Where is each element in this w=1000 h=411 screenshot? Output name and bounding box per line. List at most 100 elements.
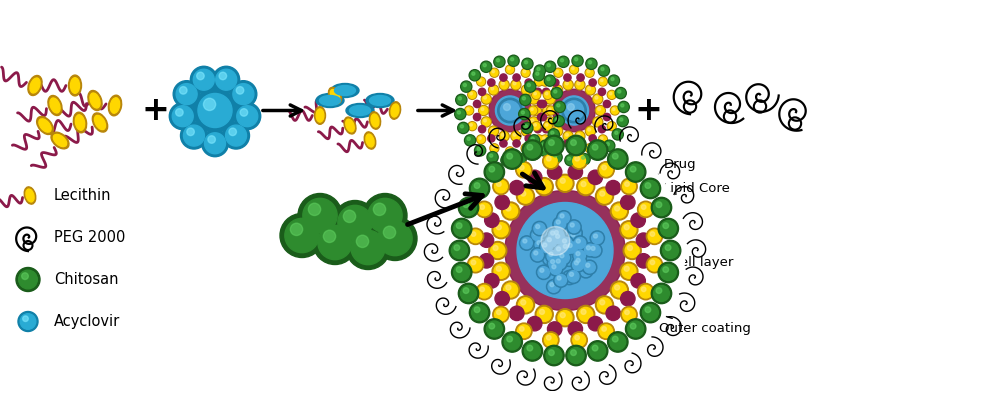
- Circle shape: [546, 106, 555, 115]
- Circle shape: [290, 223, 303, 236]
- Circle shape: [351, 230, 385, 265]
- Circle shape: [543, 243, 547, 247]
- Circle shape: [576, 259, 580, 262]
- Circle shape: [490, 68, 499, 77]
- Circle shape: [544, 235, 558, 249]
- Circle shape: [494, 264, 508, 278]
- Circle shape: [491, 128, 494, 131]
- Circle shape: [584, 262, 595, 273]
- Circle shape: [599, 136, 606, 143]
- Circle shape: [457, 95, 466, 104]
- Circle shape: [521, 300, 526, 305]
- Circle shape: [488, 135, 495, 142]
- Circle shape: [665, 245, 671, 250]
- Circle shape: [588, 316, 603, 331]
- Circle shape: [469, 302, 490, 323]
- Circle shape: [521, 191, 526, 196]
- Circle shape: [656, 202, 662, 208]
- Circle shape: [617, 115, 628, 127]
- Circle shape: [569, 227, 581, 238]
- Circle shape: [534, 238, 548, 252]
- Circle shape: [534, 77, 543, 86]
- Circle shape: [502, 202, 520, 220]
- Circle shape: [566, 156, 575, 164]
- Circle shape: [469, 69, 480, 81]
- Circle shape: [508, 67, 510, 69]
- Circle shape: [534, 231, 538, 235]
- Circle shape: [546, 236, 557, 247]
- Circle shape: [527, 316, 542, 331]
- Circle shape: [577, 305, 595, 323]
- Circle shape: [597, 189, 612, 203]
- Circle shape: [323, 230, 336, 242]
- Circle shape: [630, 323, 636, 329]
- Circle shape: [518, 189, 533, 203]
- Circle shape: [576, 239, 580, 243]
- Circle shape: [547, 251, 558, 262]
- Circle shape: [646, 228, 663, 245]
- Circle shape: [577, 140, 584, 147]
- Circle shape: [571, 233, 575, 237]
- Circle shape: [547, 228, 562, 242]
- Circle shape: [488, 79, 495, 86]
- Circle shape: [589, 135, 596, 142]
- Ellipse shape: [90, 93, 100, 108]
- Circle shape: [574, 250, 585, 261]
- Text: Shell layer: Shell layer: [642, 256, 734, 269]
- Circle shape: [540, 268, 544, 272]
- Circle shape: [476, 284, 492, 300]
- Circle shape: [478, 203, 491, 216]
- Circle shape: [585, 126, 595, 136]
- Circle shape: [651, 197, 672, 218]
- Circle shape: [586, 127, 594, 135]
- Circle shape: [574, 261, 578, 265]
- Circle shape: [616, 89, 625, 97]
- Circle shape: [545, 230, 556, 241]
- Circle shape: [550, 283, 554, 286]
- Circle shape: [603, 113, 611, 121]
- Circle shape: [508, 55, 519, 67]
- Circle shape: [541, 141, 550, 150]
- Circle shape: [592, 345, 598, 351]
- Circle shape: [543, 332, 559, 348]
- Circle shape: [583, 242, 597, 257]
- Circle shape: [547, 64, 550, 67]
- Circle shape: [595, 151, 598, 154]
- Circle shape: [548, 129, 559, 140]
- Circle shape: [571, 229, 575, 233]
- Circle shape: [489, 126, 499, 136]
- Circle shape: [540, 146, 549, 155]
- Circle shape: [465, 135, 476, 146]
- Circle shape: [458, 283, 479, 304]
- Circle shape: [495, 195, 509, 210]
- Circle shape: [512, 81, 520, 89]
- Circle shape: [576, 81, 584, 89]
- Circle shape: [513, 133, 516, 136]
- Circle shape: [563, 131, 573, 141]
- Circle shape: [625, 319, 646, 339]
- Circle shape: [559, 58, 568, 66]
- Circle shape: [571, 140, 576, 145]
- Circle shape: [489, 242, 507, 259]
- Circle shape: [519, 236, 534, 250]
- Circle shape: [598, 88, 606, 95]
- Circle shape: [522, 140, 543, 160]
- Circle shape: [556, 220, 560, 224]
- Circle shape: [551, 88, 562, 99]
- Circle shape: [522, 122, 533, 134]
- Circle shape: [642, 180, 658, 196]
- Circle shape: [458, 122, 469, 134]
- Circle shape: [202, 130, 228, 157]
- Circle shape: [523, 60, 532, 68]
- Circle shape: [562, 270, 577, 285]
- Circle shape: [621, 195, 635, 210]
- Circle shape: [494, 223, 508, 237]
- Circle shape: [573, 238, 584, 249]
- Circle shape: [482, 95, 490, 103]
- Circle shape: [518, 325, 530, 337]
- Circle shape: [560, 254, 564, 258]
- Circle shape: [585, 244, 596, 255]
- Circle shape: [610, 151, 626, 167]
- Circle shape: [522, 86, 530, 94]
- Circle shape: [534, 125, 542, 133]
